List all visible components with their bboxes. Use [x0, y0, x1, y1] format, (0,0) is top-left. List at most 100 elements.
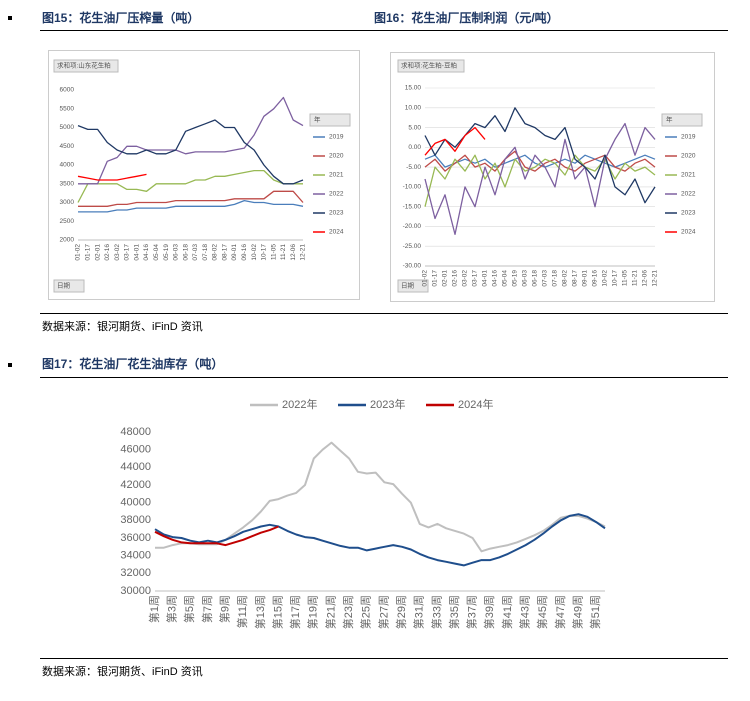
x-tick-label: 第19周 [306, 595, 320, 629]
y-tick-label: -25.00 [403, 243, 422, 250]
x-tick-label: 02-16 [452, 270, 459, 287]
x-tick-label: 12-06 [642, 270, 649, 287]
caption: 图15：花生油厂压榨量（吨） [42, 11, 200, 25]
chart: 求和项:山东花生粕 年 日期 2000 2500 3000 3500 4000 4500 5… [48, 50, 360, 300]
series-line [78, 190, 304, 207]
x-tick-label: 11-21 [280, 244, 287, 261]
x-tick-label: 第17周 [288, 595, 302, 629]
legend-button [661, 113, 703, 127]
x-tick-label: 06-03 [173, 244, 180, 261]
y-tick-label: 34000 [120, 550, 151, 562]
field-label: 求和项:花生粕-豆粕 [401, 61, 457, 70]
series-line [78, 96, 304, 185]
y-tick-label: 32000 [120, 567, 151, 579]
y-tick-label: 40000 [120, 497, 151, 509]
axis-button [397, 279, 429, 293]
x-tick-label: 09-01 [582, 270, 589, 287]
legend-label: 2019 [329, 134, 344, 141]
series-line [77, 119, 304, 185]
frame [48, 50, 360, 300]
x-tick-label: 第27周 [376, 595, 390, 629]
legend-label: 2022年 [282, 397, 317, 411]
legend-label: 2023 [329, 210, 344, 217]
y-tick-label: 42000 [120, 479, 151, 491]
caption: 图16：花生油厂压制利润（元/吨） [374, 11, 559, 25]
y-tick-label: 30000 [120, 585, 151, 597]
source: 数据来源：银河期货、iFinD 资讯 [42, 321, 203, 333]
y-tick-label: -15.00 [403, 203, 422, 210]
legend-label: 2022 [681, 191, 696, 198]
series-line [155, 441, 606, 553]
x-tick-label: 第37周 [465, 595, 479, 629]
x-tick-label: 第15周 [270, 595, 284, 629]
x-tick-label: 第7周 [200, 595, 214, 623]
x-tick-label: 05-19 [163, 244, 170, 261]
source: 数据来源：银河期货、iFinD 资讯 [42, 666, 203, 678]
axis-filter: 日期 [57, 282, 71, 290]
series-line [154, 525, 279, 547]
caption: 图17：花生油厂花生油库存（吨） [42, 357, 224, 371]
x-tick-label: 第49周 [570, 595, 584, 629]
x-tick-label: 05-04 [153, 244, 160, 261]
x-tick-label: 第33周 [429, 595, 443, 629]
y-tick-label: -5.00 [406, 164, 421, 171]
y-tick-label: 5.00 [408, 124, 421, 131]
y-tick-label: 38000 [120, 514, 151, 526]
x-tick-label: 10-02 [602, 270, 609, 287]
x-tick-label: 02-16 [104, 244, 111, 261]
series-line [424, 154, 656, 207]
x-tick-label: 第21周 [323, 595, 337, 629]
y-tick-label: 3500 [60, 180, 75, 187]
series-line [424, 150, 656, 172]
y-tick-label: -30.00 [403, 263, 422, 270]
y-tick-label: 44000 [120, 461, 151, 473]
x-tick-label: 第13周 [253, 595, 267, 629]
x-tick-label: 09-16 [241, 244, 248, 261]
y-tick-label: 6000 [60, 87, 75, 94]
y-tick-label: 4500 [60, 143, 75, 150]
field-button [53, 59, 119, 73]
series-line [154, 513, 606, 567]
y-tick-label: 5000 [60, 124, 75, 131]
legend-label: 2022 [329, 191, 344, 198]
x-tick-label: 08-17 [221, 244, 228, 261]
x-tick-label: 01-17 [432, 270, 439, 287]
x-tick-label: 01-02 [422, 270, 429, 287]
x-tick-label: 04-16 [492, 270, 499, 287]
field-label: 求和项:山东花生粕 [57, 61, 111, 70]
x-tick-label: 第29周 [394, 595, 408, 629]
legend-label: 2021 [329, 172, 344, 179]
x-tick-label: 第35周 [447, 595, 461, 629]
legend-label: 2020 [329, 153, 344, 160]
x-tick-label: 11-05 [622, 270, 629, 287]
y-tick-label: 36000 [120, 532, 151, 544]
x-tick-label: 07-18 [552, 270, 559, 287]
x-tick-label: 04-01 [482, 270, 489, 287]
x-tick-label: 11-05 [270, 244, 277, 261]
x-tick-label: 第47周 [553, 595, 567, 629]
x-tick-label: 第9周 [217, 595, 231, 623]
x-tick-label: 06-18 [182, 244, 189, 261]
series-line [424, 126, 486, 156]
legend-label: 2023年 [370, 397, 405, 411]
chart: 30000 32000 34000 36000 38000 40000 42000 44000… [120, 397, 606, 629]
x-tick-label: 05-19 [512, 270, 519, 287]
x-tick-label: 02-01 [442, 270, 449, 287]
x-tick-label: 第11周 [235, 595, 249, 628]
x-tick-label: 第41周 [500, 595, 514, 629]
y-tick-label: 2500 [60, 218, 75, 225]
x-tick-label: 第23周 [341, 595, 355, 629]
rule [40, 377, 728, 378]
x-tick-label: 08-02 [212, 244, 219, 261]
series-line [77, 173, 147, 181]
axis-button [53, 279, 85, 293]
y-tick-label: 48000 [120, 426, 151, 438]
field-button [397, 59, 465, 73]
legend-label: 2024年 [458, 397, 493, 411]
x-tick-label: 04-16 [143, 244, 150, 261]
x-tick-label: 12-21 [652, 270, 659, 287]
x-tick-label: 第3周 [165, 595, 179, 623]
x-tick-label: 03-17 [124, 244, 131, 261]
x-tick-label: 11-21 [632, 270, 639, 287]
